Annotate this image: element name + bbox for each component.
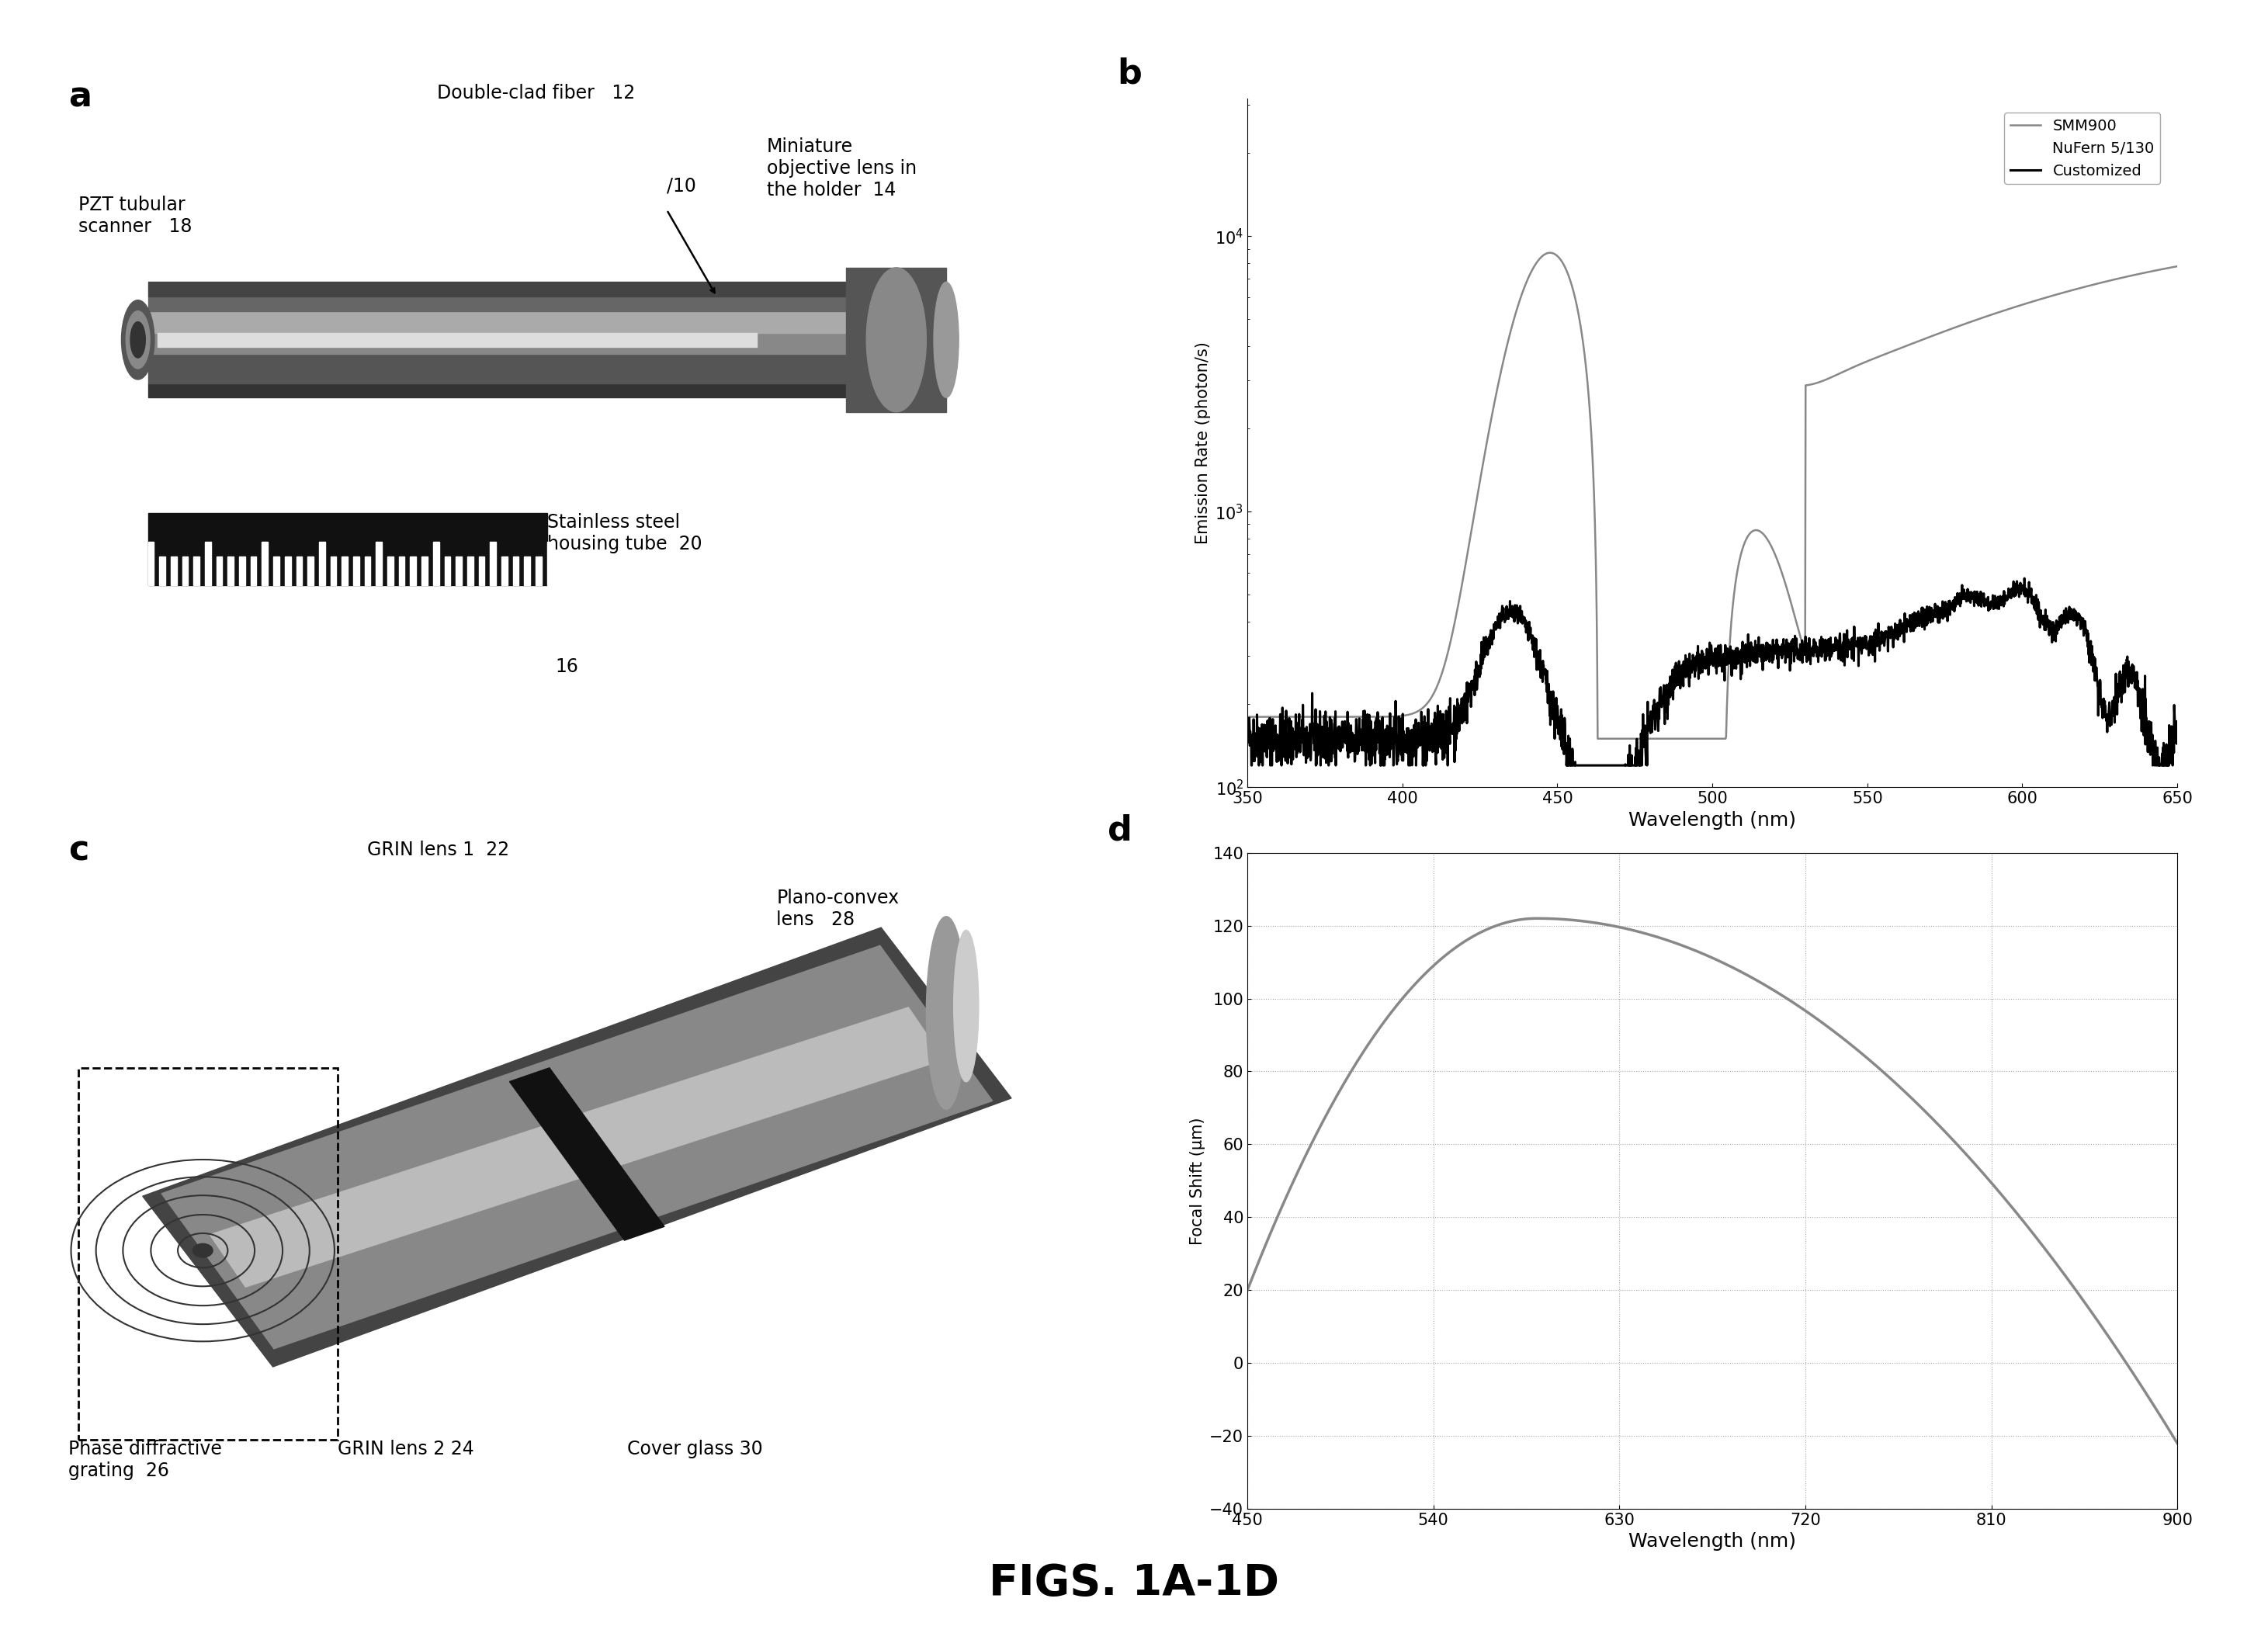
Bar: [365, 556, 370, 585]
Ellipse shape: [953, 930, 978, 1082]
Bar: [297, 556, 302, 585]
Bar: [399, 556, 404, 585]
X-axis label: Wavelength (nm): Wavelength (nm): [1628, 1532, 1796, 1551]
Bar: [846, 267, 946, 412]
Bar: [147, 384, 866, 397]
X-axis label: Wavelength (nm): Wavelength (nm): [1628, 810, 1796, 830]
Text: Cover glass 30: Cover glass 30: [626, 1440, 762, 1458]
Text: PZT tubular
scanner   18: PZT tubular scanner 18: [77, 195, 193, 236]
Text: d: d: [1109, 813, 1132, 846]
Ellipse shape: [925, 917, 966, 1109]
Bar: [524, 556, 531, 585]
Bar: [535, 556, 542, 585]
Bar: [159, 333, 758, 348]
Text: Phase diffractive
grating  26: Phase diffractive grating 26: [68, 1440, 222, 1481]
Bar: [467, 556, 474, 585]
Text: Miniature
objective lens in
the holder  14: Miniature objective lens in the holder 1…: [767, 138, 916, 200]
Bar: [147, 282, 866, 297]
Bar: [501, 556, 508, 585]
Bar: [147, 312, 866, 333]
Text: Stainless steel
housing tube  20: Stainless steel housing tube 20: [547, 513, 703, 553]
Bar: [77, 1068, 338, 1440]
Bar: [376, 541, 381, 585]
Text: Plano-convex
lens   28: Plano-convex lens 28: [776, 889, 900, 930]
Y-axis label: Emission Rate (photon/s): Emission Rate (photon/s): [1195, 341, 1211, 544]
Bar: [204, 541, 211, 585]
Text: c: c: [68, 833, 88, 868]
Bar: [147, 354, 866, 384]
Ellipse shape: [132, 321, 145, 358]
Ellipse shape: [866, 267, 925, 412]
Circle shape: [193, 1243, 213, 1258]
Bar: [320, 541, 324, 585]
Bar: [513, 556, 519, 585]
Bar: [215, 556, 222, 585]
Polygon shape: [510, 1068, 665, 1240]
Bar: [193, 556, 200, 585]
Ellipse shape: [127, 312, 150, 369]
Bar: [261, 541, 268, 585]
Bar: [147, 297, 866, 312]
Bar: [170, 556, 177, 585]
Bar: [286, 556, 290, 585]
Text: GRIN lens 2 24: GRIN lens 2 24: [338, 1440, 474, 1458]
Bar: [308, 556, 313, 585]
Bar: [181, 556, 188, 585]
Bar: [479, 556, 485, 585]
Bar: [445, 556, 451, 585]
Bar: [249, 556, 256, 585]
Polygon shape: [161, 946, 993, 1348]
Text: Double-clad fiber   12: Double-clad fiber 12: [438, 84, 635, 102]
Bar: [227, 556, 234, 585]
Bar: [547, 541, 553, 585]
Polygon shape: [211, 1007, 943, 1287]
Bar: [331, 556, 336, 585]
Bar: [433, 541, 440, 585]
Polygon shape: [143, 928, 1012, 1366]
Bar: [147, 333, 866, 354]
Text: /10: /10: [667, 177, 696, 195]
Text: GRIN lens 1  22: GRIN lens 1 22: [367, 841, 510, 859]
Bar: [411, 556, 415, 585]
Bar: [274, 556, 279, 585]
Bar: [354, 556, 358, 585]
Legend: SMM900, NuFern 5/130, Customized: SMM900, NuFern 5/130, Customized: [2005, 113, 2161, 184]
Bar: [490, 541, 497, 585]
Text: FIGS. 1A-1D: FIGS. 1A-1D: [989, 1561, 1279, 1604]
Bar: [388, 556, 392, 585]
Text: a: a: [68, 80, 91, 113]
Bar: [422, 556, 429, 585]
Ellipse shape: [934, 282, 959, 397]
Bar: [147, 541, 154, 585]
Bar: [342, 556, 347, 585]
Text: 16: 16: [556, 658, 578, 676]
Bar: [456, 556, 463, 585]
Y-axis label: Focal Shift (μm): Focal Shift (μm): [1191, 1117, 1204, 1245]
Text: b: b: [1118, 57, 1143, 90]
Bar: [159, 556, 166, 585]
Ellipse shape: [122, 300, 154, 379]
Bar: [238, 556, 245, 585]
Bar: [147, 513, 547, 585]
